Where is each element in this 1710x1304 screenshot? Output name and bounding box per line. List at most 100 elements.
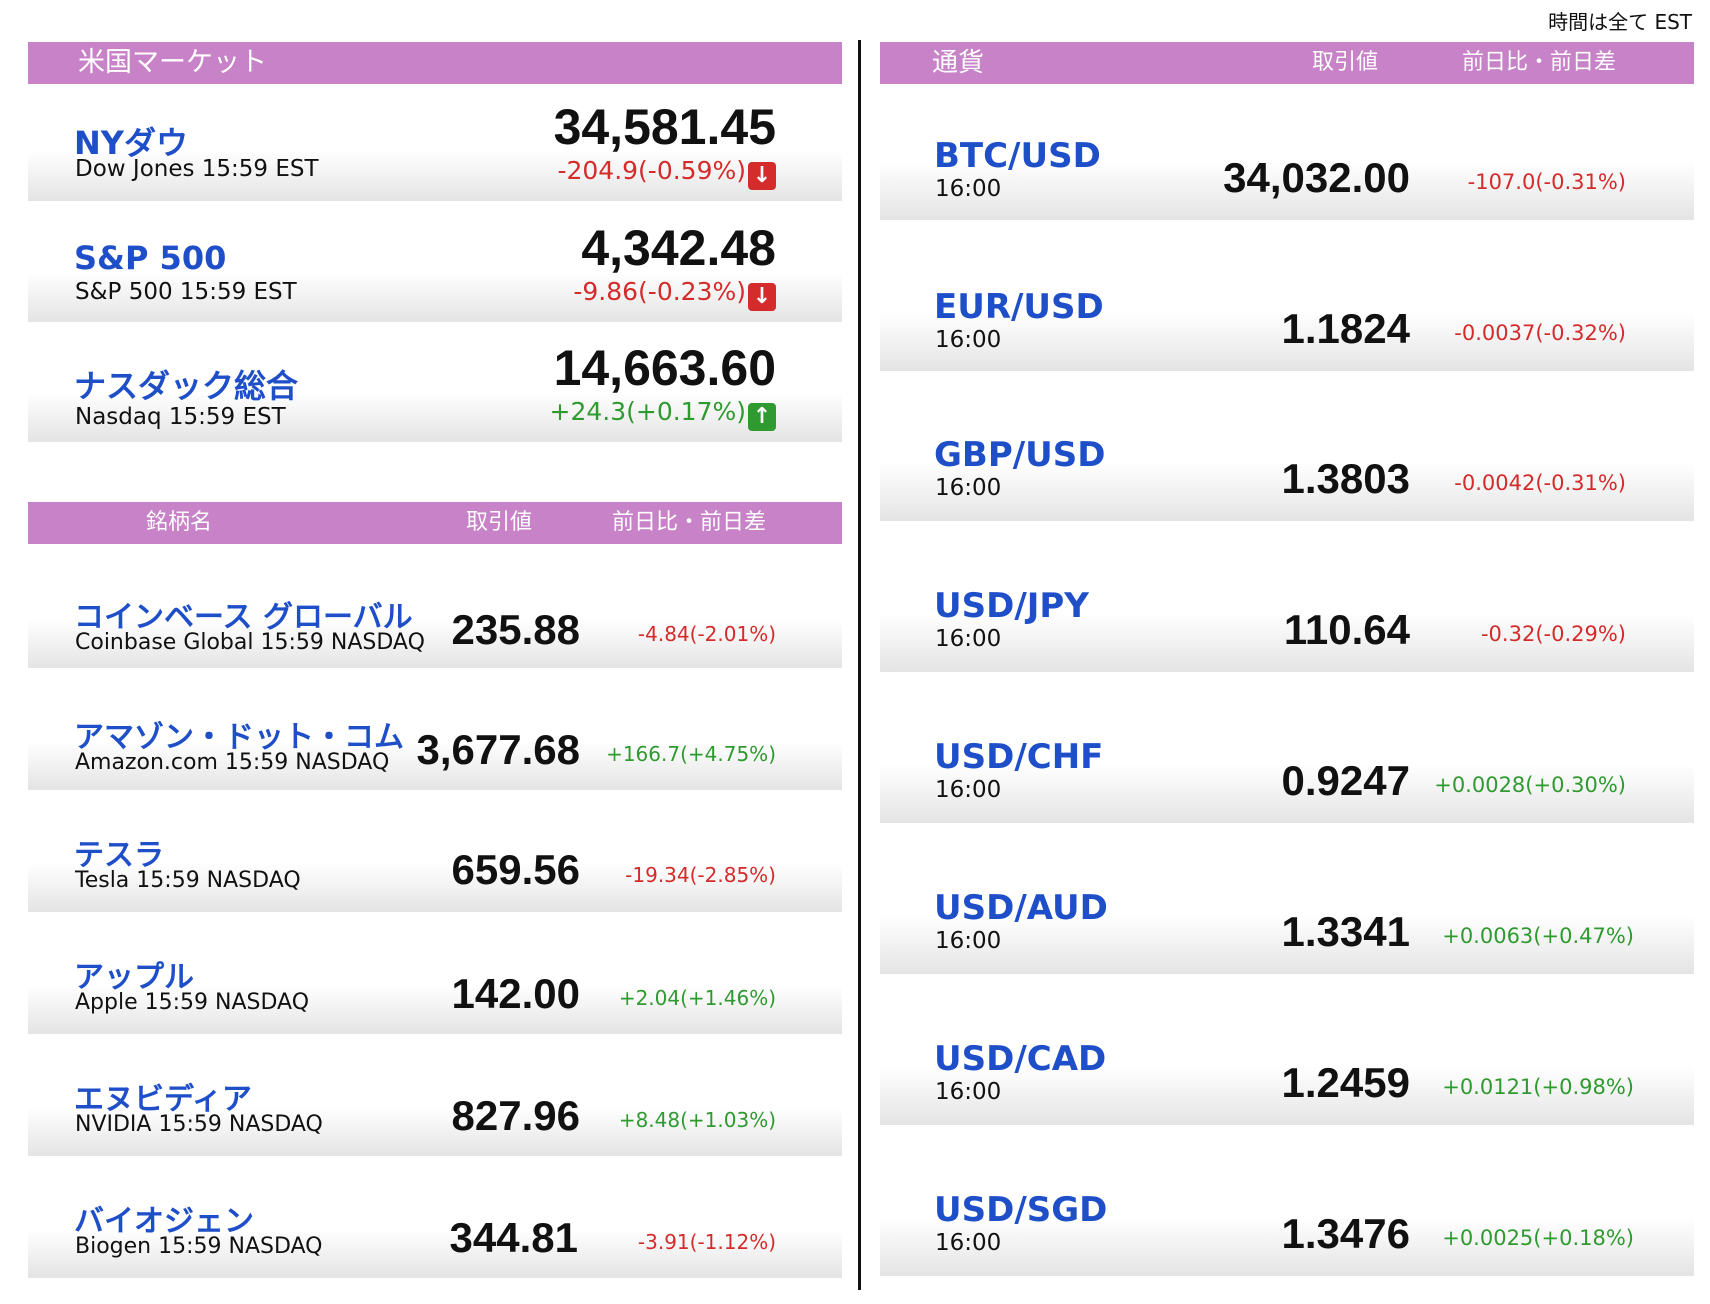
currency-pair: GBP/USD [934,435,1106,475]
currency-pair: USD/CHF [934,737,1104,777]
currency-pair: USD/SGD [934,1190,1108,1230]
currency-row-usd-jpy[interactable]: USD/JPY 16:00 110.64 -0.32(-0.29%) [880,542,1694,672]
stock-name: アップル [74,960,194,995]
stock-sub: Biogen 15:59 NASDAQ [75,1234,323,1259]
currency-row-usd-aud[interactable]: USD/AUD 16:00 1.3341 +0.0063(+0.47%) [880,844,1694,974]
currency-row-usd-cad[interactable]: USD/CAD 16:00 1.2459 +0.0121(+0.98%) [880,995,1694,1125]
stock-sub: Apple 15:59 NASDAQ [75,990,310,1015]
us-market-header: 米国マーケット [28,42,842,84]
stock-change: +8.48(+1.03%) [618,1108,776,1132]
arrow-up-icon: ↑ [748,403,776,431]
stock-value: 659.56 [451,846,580,893]
currency-header: 通貨 取引値 前日比・前日差 [880,42,1694,84]
stocks-header: 銘柄名 取引値 前日比・前日差 [28,502,842,544]
arrow-down-icon: ↓ [748,283,776,311]
currency-time: 16:00 [935,928,1002,954]
currency-value: 1.3341 [1281,908,1410,955]
stock-change: -3.91(-1.12%) [637,1230,776,1254]
stock-value: 3,677.68 [416,726,581,773]
currency-time: 16:00 [935,1079,1002,1105]
stock-name: エヌビディア [74,1082,252,1117]
stock-name: アマゾン・ドット・コム [74,720,404,755]
currency-time: 16:00 [935,176,1002,202]
index-change: +24.3(+0.17%) ↑ [550,397,776,431]
column-divider [858,40,861,1290]
stock-change: +166.7(+4.75%) [606,742,776,766]
index-value: 34,581.45 [553,99,776,155]
currency-row-usd-sgd[interactable]: USD/SGD 16:00 1.3476 +0.0025(+0.18%) [880,1146,1694,1276]
stock-change: -4.84(-2.01%) [637,622,776,646]
stock-row-coinbase[interactable]: コインベース グローバル Coinbase Global 15:59 NASDA… [28,560,842,668]
stock-sub: Coinbase Global 15:59 NASDAQ [75,630,425,655]
stock-sub: Tesla 15:59 NASDAQ [75,868,301,893]
currency-change: -0.0037(-0.32%) [1454,321,1626,345]
currency-value: 1.2459 [1281,1059,1410,1106]
index-value: 14,663.60 [553,340,776,396]
currency-pair: USD/JPY [934,586,1089,626]
currency-pair: USD/AUD [934,888,1108,928]
currency-value: 110.64 [1283,606,1410,653]
stock-change: +2.04(+1.46%) [618,986,776,1010]
index-sub: Dow Jones 15:59 EST [75,156,319,182]
index-row-dow[interactable]: NYダウ Dow Jones 15:59 EST 34,581.45 -204.… [28,90,842,201]
currency-row-eur-usd[interactable]: EUR/USD 16:00 1.1824 -0.0037(-0.32%) [880,241,1694,371]
stock-row-biogen[interactable]: バイオジェン Biogen 15:59 NASDAQ 344.81 -3.91(… [28,1170,842,1278]
index-row-nasdaq[interactable]: ナスダック総合 Nasdaq 15:59 EST 14,663.60 +24.3… [28,331,842,442]
currency-time: 16:00 [935,1230,1002,1256]
index-row-sp500[interactable]: S&P 500 S&P 500 15:59 EST 4,342.48 -9.86… [28,211,842,322]
stock-row-apple[interactable]: アップル Apple 15:59 NASDAQ 142.00 +2.04(+1.… [28,926,842,1034]
stock-row-nvidia[interactable]: エヌビディア NVIDIA 15:59 NASDAQ 827.96 +8.48(… [28,1048,842,1156]
stock-row-amazon[interactable]: アマゾン・ドット・コム Amazon.com 15:59 NASDAQ 3,67… [28,682,842,790]
currency-time: 16:00 [935,475,1002,501]
currency-time: 16:00 [935,626,1002,652]
stocks-header-price: 取引値 [466,510,533,535]
currency-value: 0.9247 [1281,757,1410,804]
currency-pair: BTC/USD [934,136,1101,176]
stock-sub: Amazon.com 15:59 NASDAQ [75,750,390,775]
currency-time: 16:00 [935,777,1002,803]
currency-change: -107.0(-0.31%) [1467,170,1626,194]
stock-value: 142.00 [451,970,580,1017]
currency-value: 1.3803 [1281,455,1410,502]
index-change: -9.86(-0.23%) ↓ [573,277,776,311]
currency-header-name: 通貨 [932,48,985,78]
stock-value: 827.96 [451,1092,580,1139]
stock-value: 344.81 [449,1214,578,1261]
stock-sub: NVIDIA 15:59 NASDAQ [75,1112,323,1137]
currency-pair: EUR/USD [934,287,1104,327]
stock-name: バイオジェン [74,1204,254,1239]
currency-change: -0.0042(-0.31%) [1454,471,1626,495]
index-name: ナスダック総合 [74,367,299,405]
currency-row-usd-chf[interactable]: USD/CHF 16:00 0.9247 +0.0028(+0.30%) [880,693,1694,823]
currency-pair: USD/CAD [934,1039,1107,1079]
stock-name: コインベース グローバル [74,600,413,635]
currency-change: +0.0025(+0.18%) [1442,1226,1634,1250]
currency-header-price: 取引値 [1312,50,1379,75]
index-sub: Nasdaq 15:59 EST [75,404,286,430]
currency-change: +0.0028(+0.30%) [1434,773,1626,797]
stock-change: -19.34(-2.85%) [625,863,776,887]
currency-change: +0.0063(+0.47%) [1442,924,1634,948]
currency-change: -0.32(-0.29%) [1480,622,1626,646]
currency-row-btc-usd[interactable]: BTC/USD 16:00 34,032.00 -107.0(-0.31%) [880,90,1694,220]
index-value: 4,342.48 [581,220,776,276]
us-market-title: 米国マーケット [78,47,267,78]
currency-row-gbp-usd[interactable]: GBP/USD 16:00 1.3803 -0.0042(-0.31%) [880,391,1694,521]
stock-row-tesla[interactable]: テスラ Tesla 15:59 NASDAQ 659.56 -19.34(-2.… [28,804,842,912]
arrow-down-icon: ↓ [748,162,776,190]
index-name: NYダウ [74,124,188,162]
currency-header-change: 前日比・前日差 [1462,50,1617,75]
stocks-header-change: 前日比・前日差 [612,510,767,535]
currency-value: 1.3476 [1281,1210,1410,1257]
stocks-header-name: 銘柄名 [146,510,213,535]
currency-change: +0.0121(+0.98%) [1442,1075,1634,1099]
currency-time: 16:00 [935,327,1002,353]
index-name: S&P 500 [74,239,227,277]
index-sub: S&P 500 15:59 EST [75,279,297,305]
currency-value: 1.1824 [1281,305,1410,352]
stock-value: 235.88 [451,606,580,653]
stock-name: テスラ [74,838,164,873]
currency-value: 34,032.00 [1223,154,1410,201]
index-change: -204.9(-0.59%) ↓ [557,156,776,190]
timezone-note: 時間は全て EST [1548,10,1692,34]
